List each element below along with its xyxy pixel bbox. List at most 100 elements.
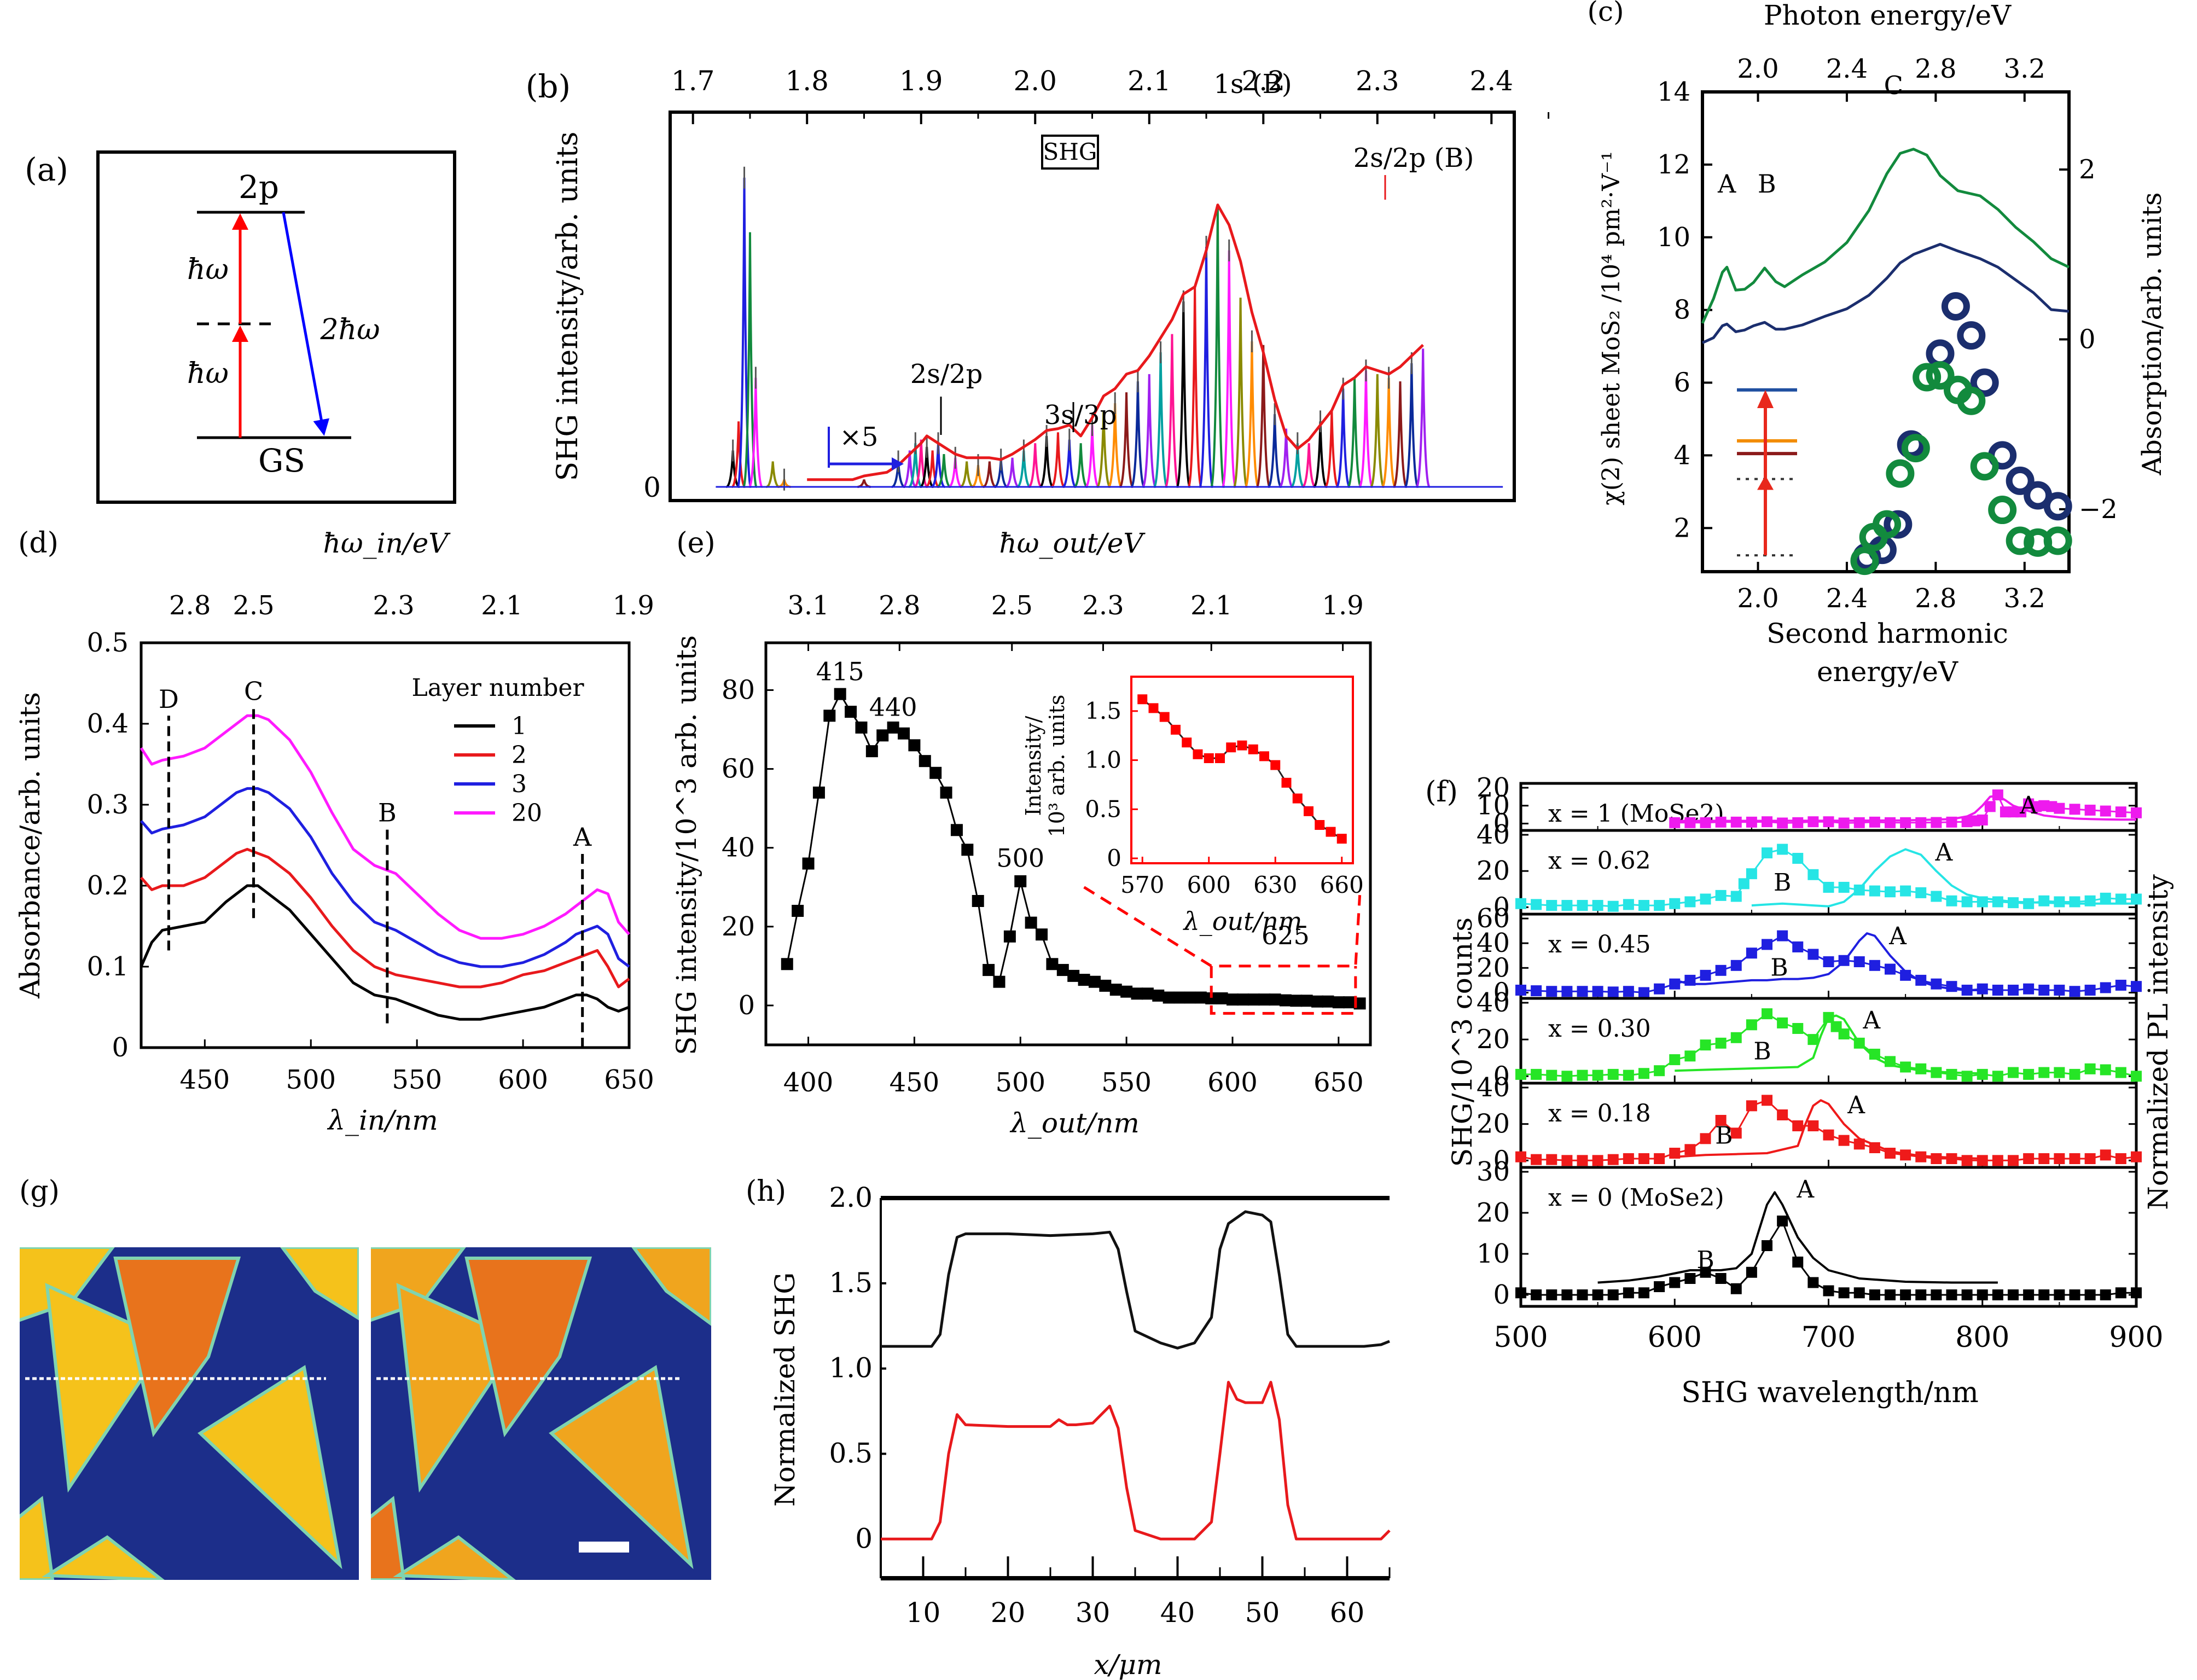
profile-line	[881, 1210, 1390, 1350]
peak-label: B	[1770, 954, 1788, 981]
peak-label: 440	[869, 693, 917, 722]
data-point	[834, 688, 846, 700]
data-point	[2023, 983, 2035, 995]
data-point	[1561, 1071, 1573, 1082]
x-tick-label-top: 2.1	[481, 590, 522, 621]
panel-label: (g)	[19, 1175, 60, 1208]
data-point	[1869, 885, 1880, 897]
data-point	[1561, 900, 1573, 911]
data-point	[2023, 898, 2035, 909]
data-point	[2131, 1287, 2142, 1299]
data-point	[1290, 995, 1303, 1007]
x-tick-label: 40	[1160, 1597, 1195, 1629]
pl-line	[1674, 932, 1983, 991]
data-point	[1961, 1155, 1973, 1166]
data-point	[1638, 1287, 1649, 1299]
data-point	[1577, 1155, 1588, 1166]
data-point	[1900, 817, 1911, 828]
y-tick-label-right: 2	[2079, 154, 2096, 185]
y-axis-label: SHG intensity/arb. units	[551, 132, 584, 481]
data-point	[1792, 853, 1804, 864]
data-point-ring	[2043, 492, 2072, 521]
data-point	[2054, 1153, 2065, 1164]
data-point	[1992, 1155, 2003, 1166]
x-tick-label-top: 1.7	[671, 65, 715, 97]
top-axis-title: Photon energy/eV	[1764, 0, 2012, 31]
data-point	[1700, 969, 1711, 981]
data-point	[2008, 1155, 2019, 1166]
y-axis-label: χ(2) sheet MoS₂ /10⁴ pm²·V⁻¹	[1597, 151, 1625, 505]
y-tick-label: 40	[1477, 819, 1510, 850]
inset-data-point	[1215, 753, 1225, 763]
data-point	[2115, 1067, 2126, 1078]
data-point	[1669, 1277, 1681, 1288]
data-point	[1300, 995, 1313, 1007]
x-tick-label-top: 1.8	[785, 65, 829, 97]
data-point	[1152, 989, 1165, 1002]
flake	[42, 1535, 165, 1580]
data-point-ring	[1850, 547, 1879, 575]
data-point	[2069, 896, 2080, 908]
data-point	[1546, 986, 1557, 997]
peak-label: 500	[996, 844, 1044, 873]
y-tick-label: 2	[1673, 513, 1690, 543]
data-point	[2054, 896, 2065, 908]
data-point	[1141, 987, 1154, 1000]
data-point	[1561, 1155, 1573, 1166]
y-tick-label: 60	[722, 754, 755, 784]
x-tick-label: 500	[995, 1067, 1045, 1098]
envelope-line	[807, 204, 1424, 481]
y-tick-label: 6	[1673, 368, 1690, 398]
data-point	[1792, 1023, 1804, 1034]
data-point	[1807, 816, 1819, 828]
x-tick-label: 2.4	[1826, 583, 1868, 614]
data-point	[781, 958, 793, 970]
spectrum-peak	[731, 421, 746, 488]
data-point-ring	[1926, 361, 1955, 390]
data-point	[1623, 899, 1634, 910]
data-point	[1638, 1153, 1649, 1164]
absorption-line	[1701, 243, 2070, 344]
data-point	[1823, 1129, 1834, 1141]
data-point	[1638, 987, 1649, 998]
y-tick-label: 0	[643, 472, 661, 503]
x-tick-label: 900	[2109, 1321, 2163, 1354]
spectrum-peak	[1005, 457, 1020, 488]
data-point	[1777, 1109, 1788, 1120]
spectrum-peak	[1176, 301, 1192, 488]
marker-label: A	[573, 822, 592, 852]
data-point	[1332, 996, 1345, 1009]
x-tick-label: 3.2	[2004, 583, 2045, 614]
peak-label: B	[1715, 1122, 1733, 1150]
data-point	[1915, 1151, 1927, 1162]
data-point	[1838, 881, 1850, 893]
absorption-line	[1701, 148, 2070, 324]
y-tick-label: 20	[722, 911, 755, 942]
data-point	[1792, 941, 1804, 952]
x-tick-label: 650	[1313, 1067, 1364, 1098]
x-tick-label-top: 2.2	[1242, 65, 1286, 97]
x-tick-label: 2.8	[1915, 583, 1956, 614]
inset-x-tick-label: 630	[1253, 871, 1297, 898]
inset-data-point	[1237, 740, 1247, 751]
data-point	[1577, 986, 1588, 997]
inset-data-point	[1292, 793, 1303, 804]
data-point	[1746, 816, 1757, 828]
inset-data-point	[1315, 820, 1325, 830]
data-point	[1078, 974, 1090, 986]
spectrum-peak	[1244, 341, 1260, 488]
data-point	[2131, 981, 2142, 992]
data-point	[1900, 1289, 1911, 1300]
data-point	[1777, 817, 1788, 829]
y-tick-label: 20	[1477, 952, 1510, 983]
subplot: 0 20 40 x = 0.18 A B	[1477, 1072, 2142, 1176]
y-tick-label: 0.4	[87, 708, 129, 739]
y-axis-label: Absorbance/arb. units	[14, 692, 46, 999]
spectrum-peak	[1051, 432, 1065, 488]
flake	[280, 1247, 359, 1321]
data-point	[1977, 983, 1988, 995]
y-tick-label-right: 0	[2079, 324, 2096, 354]
data-point	[1036, 928, 1048, 941]
data-point	[1173, 991, 1186, 1004]
composition-label: x = 0.62	[1548, 847, 1651, 875]
